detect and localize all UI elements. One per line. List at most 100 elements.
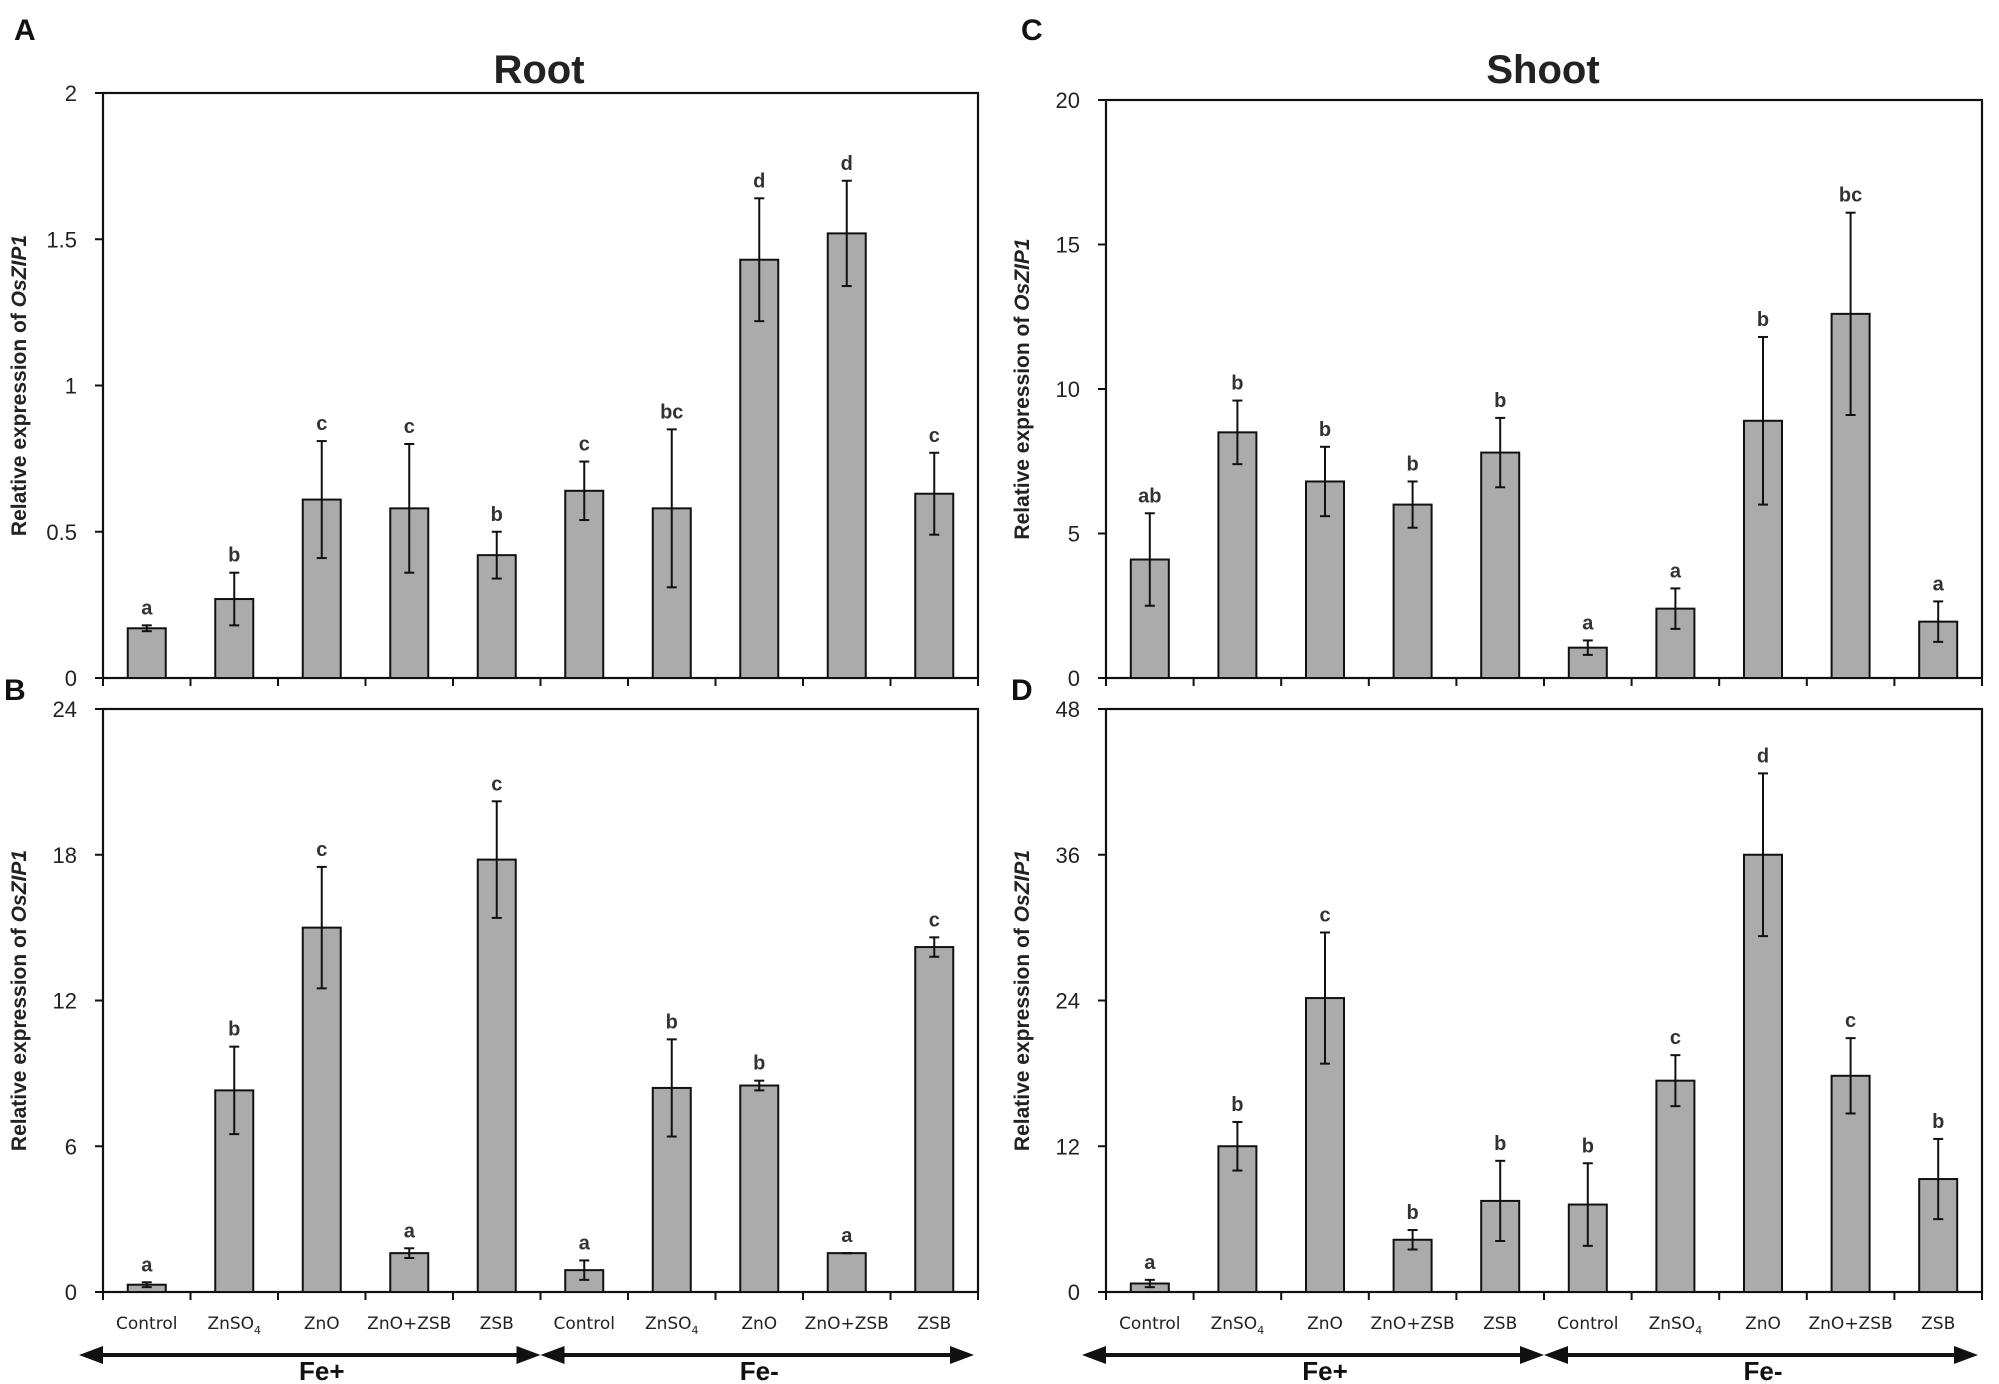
y-tick-label: 36 xyxy=(1056,843,1080,868)
x-category-label: ZnO xyxy=(1745,1314,1781,1334)
y-tick-label: 6 xyxy=(65,1134,77,1159)
significance-label: bc xyxy=(660,401,683,423)
y-tick-label: 0 xyxy=(1068,1280,1080,1305)
significance-label: b xyxy=(491,504,503,526)
y-tick-label: 12 xyxy=(1056,1134,1080,1159)
significance-label: c xyxy=(579,434,590,456)
significance-label: c xyxy=(491,773,502,795)
bar-a-9 xyxy=(826,232,867,679)
significance-label: a xyxy=(1670,560,1682,582)
significance-label: c xyxy=(1319,904,1330,926)
arrow-head-left xyxy=(79,1346,103,1364)
significance-label: a xyxy=(141,597,153,619)
significance-label: a xyxy=(1144,1252,1156,1274)
x-category-label: ZnSO4 xyxy=(645,1314,699,1337)
y-tick-label: 1.5 xyxy=(46,227,77,252)
group-label-fe-plus: Fe+ xyxy=(1302,1356,1348,1384)
bar-d-3 xyxy=(1305,997,1345,1294)
y-axis-label: Relative expression of OsZIP1 xyxy=(8,850,31,1151)
group-label-fe-minus: Fe- xyxy=(740,1356,779,1384)
y-tick-label: 18 xyxy=(53,843,77,868)
x-category-label: ZnO xyxy=(1307,1314,1343,1334)
significance-label: c xyxy=(316,839,327,861)
arrow-head-right xyxy=(516,1346,541,1364)
significance-label: d xyxy=(841,153,853,175)
x-category-label: ZnSO4 xyxy=(207,1314,261,1337)
significance-label: b xyxy=(1494,390,1506,412)
significance-label: c xyxy=(929,909,940,931)
bar-d-7 xyxy=(1655,1079,1696,1293)
arrow-head-left xyxy=(1544,1346,1568,1364)
bar-b-10 xyxy=(914,946,955,1294)
y-tick-label: 20 xyxy=(1056,88,1080,113)
bar-c-5 xyxy=(1480,451,1521,679)
x-category-label: ZSB xyxy=(480,1314,514,1334)
bar-b-9 xyxy=(826,1252,867,1293)
y-axis-label: Relative expression of OsZIP1 xyxy=(1011,850,1034,1151)
significance-label: c xyxy=(1845,1010,1856,1032)
arrow-head-right xyxy=(1520,1346,1544,1364)
significance-label: b xyxy=(228,1019,240,1041)
significance-label: a xyxy=(1582,612,1594,634)
significance-label: a xyxy=(404,1220,416,1242)
arrow-head-right xyxy=(950,1346,974,1364)
significance-label: b xyxy=(1494,1133,1506,1155)
bar-a-8 xyxy=(739,258,780,679)
x-category-label: Control xyxy=(116,1314,177,1334)
bar-b-8 xyxy=(739,1084,780,1294)
panel-letter-b: B xyxy=(4,674,26,707)
x-category-label: ZSB xyxy=(1921,1314,1955,1334)
significance-label: c xyxy=(316,413,327,435)
significance-label: b xyxy=(1231,373,1243,395)
y-axis-label: Relative expression of OsZIP1 xyxy=(1011,238,1034,539)
y-tick-label: 10 xyxy=(1056,377,1080,402)
significance-label: b xyxy=(1231,1094,1243,1116)
x-category-label: ZnO+ZSB xyxy=(805,1314,889,1334)
x-category-label: ZSB xyxy=(1483,1314,1517,1334)
x-category-label: Control xyxy=(554,1314,615,1334)
panel-letter-a: A xyxy=(14,14,36,47)
x-category-label: ZnO xyxy=(741,1314,777,1334)
y-tick-label: 0 xyxy=(1068,666,1080,691)
significance-label: c xyxy=(404,416,415,438)
y-tick-label: 15 xyxy=(1056,233,1080,258)
bar-b-5 xyxy=(476,858,517,1293)
significance-label: b xyxy=(228,545,240,567)
significance-label: a xyxy=(579,1232,591,1254)
y-tick-label: 2 xyxy=(65,81,77,106)
y-axis-label: Relative expression of OsZIP1 xyxy=(8,235,31,536)
y-tick-label: 0 xyxy=(65,666,77,691)
significance-label: ab xyxy=(1138,485,1161,507)
panel-letter-c: C xyxy=(1021,14,1043,47)
y-tick-label: 0 xyxy=(65,1280,77,1305)
x-category-label: ZnSO4 xyxy=(1211,1314,1265,1337)
bar-b-4 xyxy=(389,1252,430,1293)
significance-label: d xyxy=(1757,745,1769,767)
significance-label: bc xyxy=(1839,185,1862,207)
x-category-label: Control xyxy=(1119,1314,1180,1334)
x-category-label: ZnSO4 xyxy=(1649,1314,1703,1337)
x-category-label: ZnO+ZSB xyxy=(1809,1314,1893,1334)
panel-letter-d: D xyxy=(1011,674,1033,707)
x-category-label: ZSB xyxy=(917,1314,951,1334)
y-tick-label: 0.5 xyxy=(46,520,77,545)
group-arrows-shoot: Fe+ Fe- xyxy=(1082,1346,1978,1384)
shoot-title: Shoot xyxy=(1486,48,1599,92)
y-tick-label: 24 xyxy=(53,697,77,722)
significance-label: a xyxy=(1933,573,1945,595)
significance-label: d xyxy=(753,170,765,192)
x-axis-labels-root: Control ZnSO4 ZnO ZnO+ZSB ZSB Control ZnSO4 ZnO… xyxy=(116,1314,951,1337)
arrow-head-right xyxy=(1954,1346,1978,1364)
significance-label: c xyxy=(1670,1027,1681,1049)
chart-panel-a: 0 0.5 1 1.5 2 Relative expression of OsZIP1 a b… xyxy=(8,81,980,691)
bar-c-2 xyxy=(1217,431,1258,679)
group-label-fe-minus: Fe- xyxy=(1744,1356,1783,1384)
y-tick-label: 5 xyxy=(1068,522,1080,547)
group-label-fe-plus: Fe+ xyxy=(299,1356,345,1384)
y-tick-label: 48 xyxy=(1056,697,1080,722)
x-axis-labels-shoot: Control ZnSO4 ZnO ZnO+ZSB ZSB Control ZnSO4 ZnO… xyxy=(1119,1314,1955,1337)
arrow-head-left xyxy=(540,1346,565,1364)
arrow-head-left xyxy=(1082,1346,1106,1364)
bar-a-1 xyxy=(126,627,167,680)
